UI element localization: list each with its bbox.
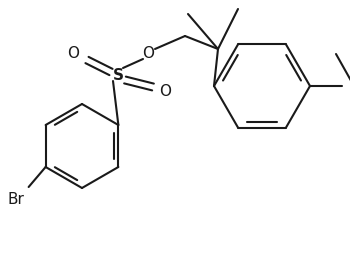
Text: O: O: [159, 85, 171, 100]
Text: S: S: [112, 69, 124, 84]
Text: O: O: [67, 45, 79, 60]
Text: O: O: [142, 46, 154, 61]
Text: Br: Br: [7, 192, 24, 207]
